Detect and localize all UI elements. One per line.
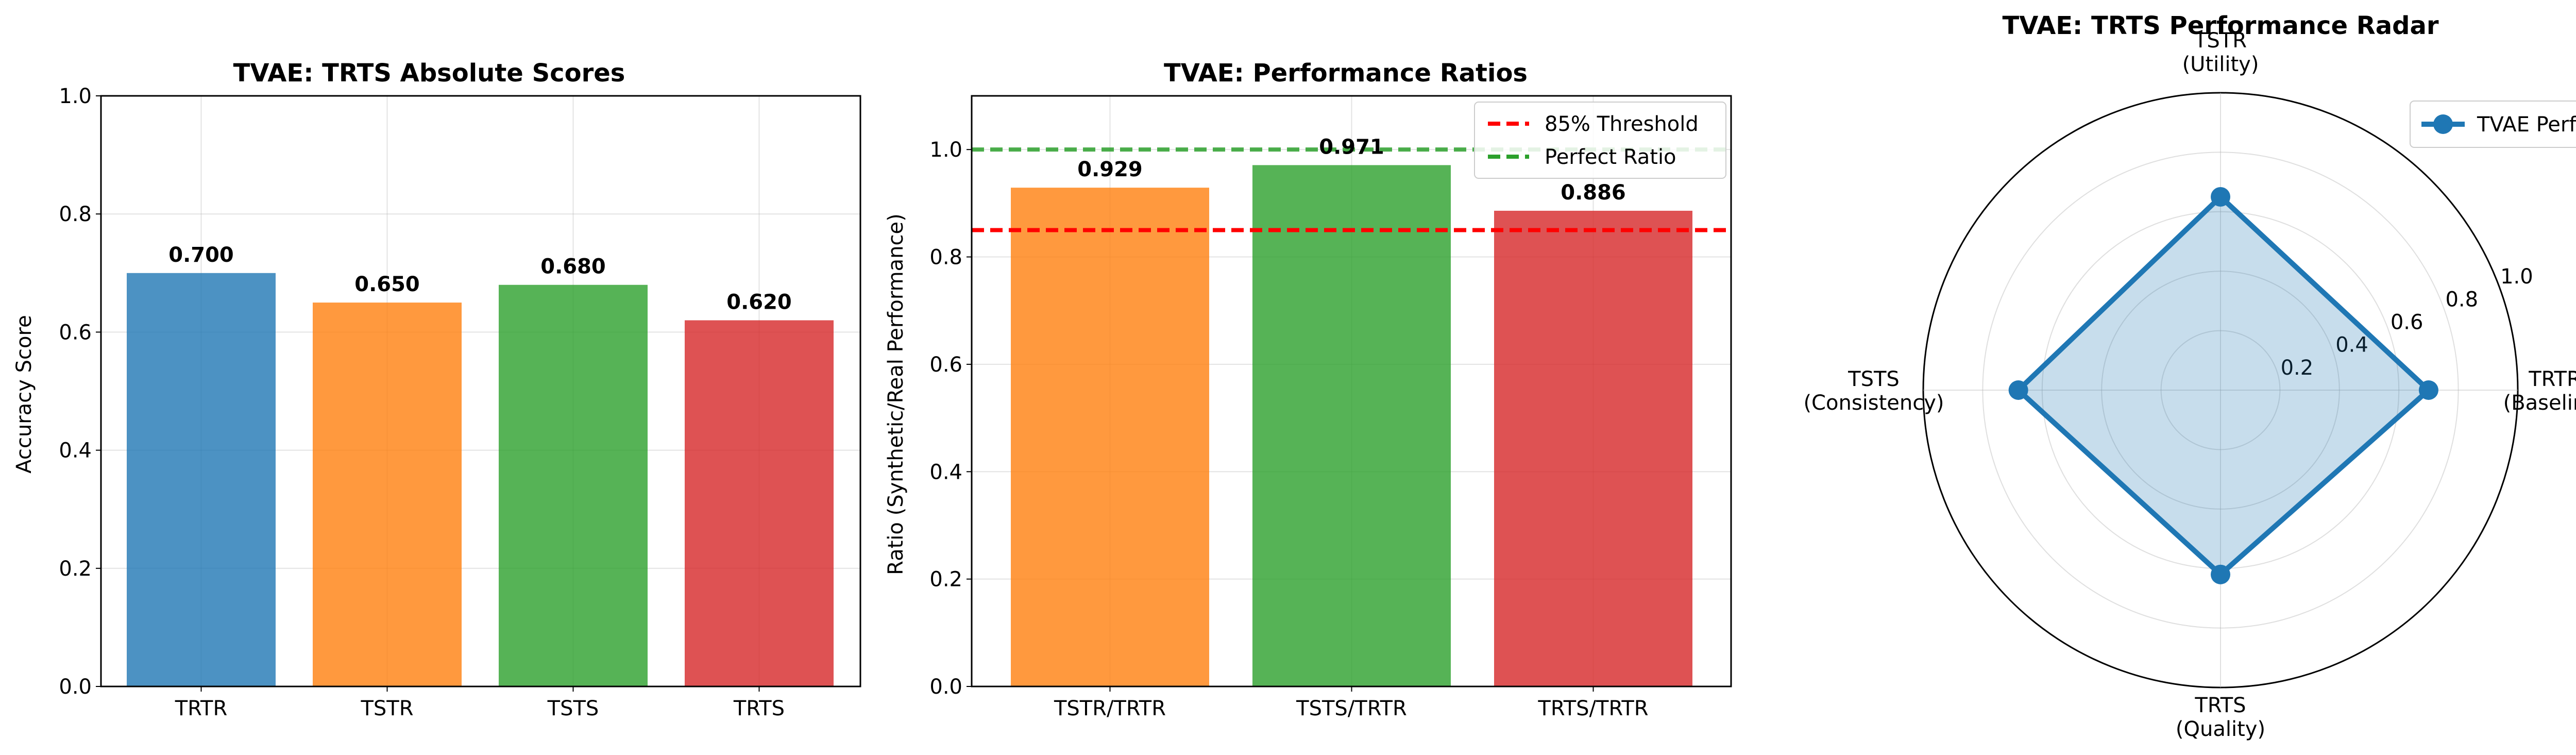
radar-axis-label: TSTS: [1848, 367, 1900, 391]
x-tick-label: TRTS/TRTR: [1537, 697, 1648, 720]
radar-point: [2211, 187, 2230, 207]
y-tick-label: 0.6: [929, 353, 962, 377]
radial-tick-label: 0.8: [2445, 288, 2478, 311]
x-ticks: TSTR/TRTR TSTS/TRTR TRTS/TRTR: [1054, 686, 1649, 720]
bar: [685, 320, 834, 686]
radar-point: [2008, 380, 2028, 400]
y-ticks: 0.0 0.2 0.4 0.6 0.8 1.0: [929, 138, 972, 699]
y-tick-label: 0.8: [59, 203, 92, 226]
value-labels: 0.700 0.650 0.680 0.620: [168, 243, 792, 314]
value-label: 0.700: [168, 243, 234, 267]
radar-grid-ring: [1982, 152, 2459, 629]
x-ticks: TRTR TSTR TSTS TRTS: [175, 686, 785, 720]
radar-axis-label: TRTS: [2194, 694, 2246, 717]
absolute-scores-chart: TVAE: TRTS Absolute Scores Accuracy Scor…: [12, 59, 861, 720]
value-label: 0.620: [726, 290, 792, 314]
legend-swatch-marker: [2433, 114, 2453, 134]
chart-title: TVAE: TRTS Absolute Scores: [233, 59, 625, 88]
legend-box: [2410, 100, 2576, 148]
bar: [499, 284, 648, 686]
y-tick-label: 0.0: [929, 675, 962, 699]
y-tick-label: 0.4: [59, 439, 92, 463]
legend-box: [1474, 102, 1726, 179]
y-ticks: 0.0 0.2 0.4 0.6 0.8 1.0: [59, 85, 101, 699]
legend-label-threshold: 85% Threshold: [1545, 112, 1699, 136]
y-tick-label: 0.2: [59, 557, 92, 581]
radar-axis-sublabel: (Baseline): [2503, 391, 2576, 415]
radar-axis-label: TSTR: [2194, 29, 2247, 53]
chart-title: TVAE: Performance Ratios: [1164, 59, 1528, 88]
bar: [313, 303, 462, 686]
bar: [1494, 210, 1692, 686]
radar-axis-sublabel: (Quality): [2176, 717, 2265, 741]
x-tick-label: TSTS/TRTR: [1296, 697, 1407, 720]
y-tick-label: 0.2: [929, 568, 962, 592]
value-labels: 0.929 0.971 0.886: [1077, 135, 1626, 205]
value-label: 0.680: [540, 255, 606, 279]
radar-point: [2211, 564, 2230, 584]
radar-point: [2418, 380, 2438, 400]
legend: TVAE Performance: [2410, 100, 2576, 148]
performance-radar-chart: TVAE: TRTS Performance Radar 0.20.40.60.…: [1803, 11, 2576, 741]
bar: [127, 273, 276, 686]
radial-ticks: 0.2 0.4 0.6 0.8 1.0: [2281, 265, 2533, 380]
radar-axis-sublabel: (Consistency): [1803, 391, 1944, 415]
y-axis-label: Accuracy Score: [12, 315, 36, 473]
x-tick-label: TRTS: [733, 697, 785, 720]
radar-axis-sublabel: (Utility): [2182, 53, 2259, 76]
value-label: 0.971: [1319, 135, 1384, 159]
x-tick-label: TSTR: [360, 697, 413, 720]
radial-tick-label: 0.2: [2281, 356, 2314, 380]
bars: [1011, 165, 1692, 687]
legend: 85% Threshold Perfect Ratio: [1474, 102, 1726, 179]
y-tick-label: 0.8: [929, 246, 962, 270]
y-tick-label: 1.0: [59, 85, 92, 108]
legend-label: TVAE Performance: [2477, 113, 2576, 137]
y-tick-label: 1.0: [929, 138, 962, 162]
y-tick-label: 0.0: [59, 675, 92, 699]
radar-axis-label: TRTR: [2528, 367, 2576, 391]
y-axis-label: Ratio (Synthetic/Real Performance): [884, 213, 908, 575]
value-label: 0.886: [1561, 181, 1626, 205]
radial-tick-label: 0.6: [2391, 311, 2424, 334]
radial-tick-label: 1.0: [2500, 265, 2533, 289]
radar-grid-ring: [2101, 271, 2340, 510]
bars: [127, 273, 834, 686]
radar-series: [2008, 187, 2438, 584]
radar-grid-ring: [2160, 330, 2281, 450]
radar-grid: [1922, 92, 2519, 689]
value-label: 0.650: [354, 273, 420, 296]
x-tick-label: TSTS: [547, 697, 599, 720]
plot-frame: [100, 95, 861, 687]
bar: [1011, 188, 1209, 687]
radial-tick-label: 0.4: [2335, 333, 2368, 357]
y-tick-label: 0.4: [929, 460, 962, 484]
radar-outer-ring: [1922, 92, 2519, 689]
performance-ratios-chart: TVAE: Performance Ratios Ratio (Syntheti…: [884, 59, 1732, 720]
x-tick-label: TSTR/TRTR: [1054, 697, 1166, 720]
legend-label-perfect: Perfect Ratio: [1545, 145, 1676, 169]
value-label: 0.929: [1077, 158, 1143, 181]
bar: [1252, 165, 1451, 686]
radar-area: [2018, 196, 2429, 575]
y-tick-label: 0.6: [59, 321, 92, 344]
x-tick-label: TRTR: [175, 697, 228, 720]
axis-labels: TRTR(Baseline) TSTR(Utility) TSTS(Consiste…: [1803, 29, 2576, 741]
chart-title: TVAE: TRTS Performance Radar: [2002, 11, 2438, 40]
